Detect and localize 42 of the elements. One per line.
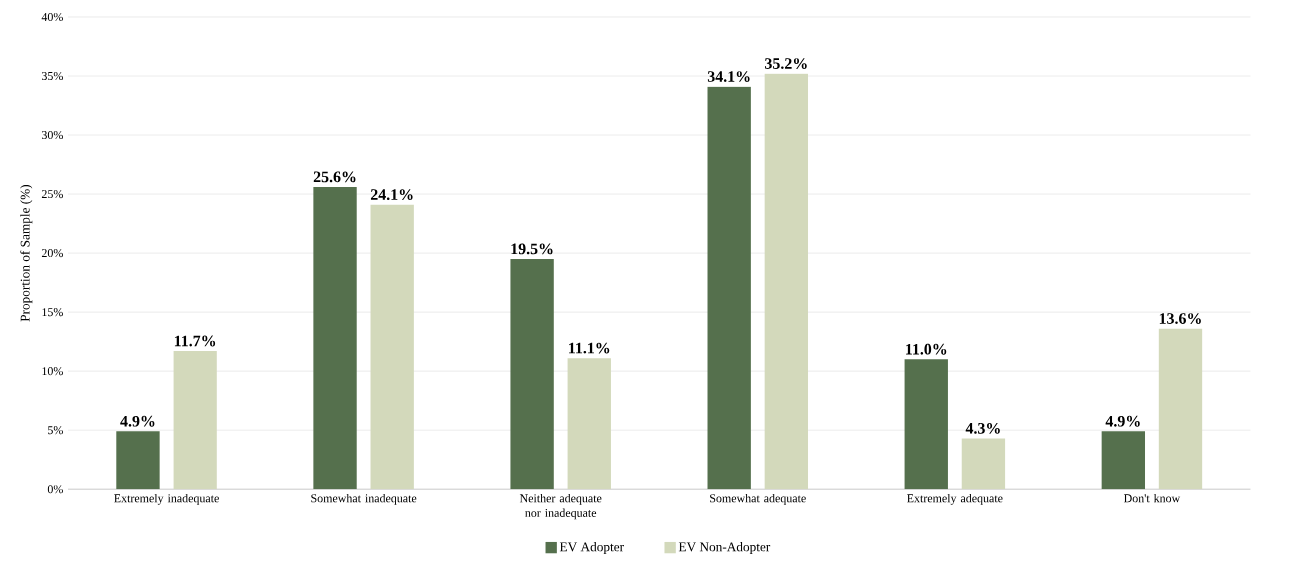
bar [707, 86, 751, 490]
data-label: 34.1% [707, 71, 750, 82]
y-tick-label: 40% [41, 12, 63, 22]
bar [173, 351, 217, 490]
y-tick-label: 20% [41, 248, 63, 258]
y-tick-label: 15% [42, 308, 63, 317]
data-label: 13.6% [1159, 313, 1201, 324]
bar [567, 358, 611, 490]
data-label: 19.5% [511, 243, 553, 255]
bar [1158, 328, 1203, 490]
y-axis-title: Proportion of Sample (%) [20, 184, 33, 322]
y-tick-label: 35% [41, 71, 63, 81]
x-tick-label: Somewhat adequate [710, 493, 806, 505]
x-tick-label: Neither adequate nor inadequate [519, 493, 602, 520]
y-tick-label: 30% [41, 130, 63, 140]
y-tick-label: 0% [47, 485, 63, 494]
x-tick-label: Somewhat inadequate [311, 493, 417, 505]
x-tick-label: Extremely inadequate [114, 493, 219, 505]
data-label: 4.9% [120, 415, 155, 427]
legend-label: EV Adopter [559, 541, 624, 555]
data-label: 25.6% [313, 171, 356, 183]
data-label: 11.1% [569, 342, 610, 354]
bar [116, 431, 160, 490]
y-tick-label: 25% [41, 189, 63, 199]
bar [1101, 431, 1146, 490]
data-label: 11.0% [906, 343, 947, 355]
bar [904, 359, 948, 490]
bar [510, 258, 554, 490]
data-label: 11.7% [174, 335, 216, 347]
y-tick-label: 10% [42, 367, 63, 376]
data-label: 4.3% [965, 422, 1000, 434]
x-tick-label: Don't know [1123, 493, 1181, 503]
bar [764, 73, 809, 490]
x-tick-label: Extremely adequate [907, 493, 1003, 505]
legend-label: EV Non-Adopter [678, 541, 771, 555]
data-label: 4.9% [1105, 415, 1140, 427]
data-label: 24.1% [370, 189, 413, 200]
bar [961, 438, 1006, 490]
bar [313, 186, 357, 490]
data-label: 35.2% [765, 58, 807, 69]
bar [370, 204, 414, 490]
y-tick-label: 5% [48, 426, 63, 435]
